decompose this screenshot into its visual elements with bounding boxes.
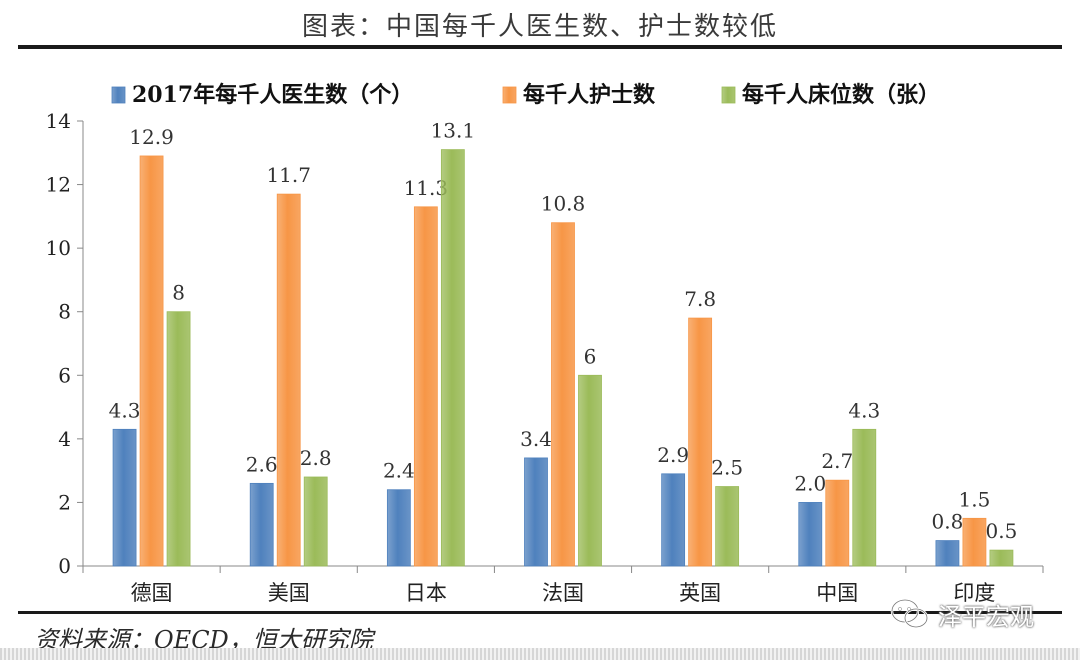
bar <box>440 149 465 567</box>
bar <box>852 428 877 567</box>
x-tick-label: 法国 <box>542 581 584 605</box>
wechat-icon <box>890 598 929 629</box>
bottom-strip <box>0 648 1080 660</box>
y-tick-label: 10 <box>46 236 71 260</box>
legend-swatch <box>111 86 126 104</box>
legend-label: 每千人护士数 <box>523 82 656 108</box>
bar <box>524 457 548 567</box>
y-tick-label: 6 <box>58 363 71 387</box>
data-label: 1.5 <box>959 487 991 511</box>
bar <box>715 486 740 567</box>
data-label: 3.4 <box>520 427 552 451</box>
source-rule <box>18 611 1062 614</box>
bar <box>688 317 713 567</box>
legend-label: 每千人床位数（张） <box>742 82 940 108</box>
data-label: 8 <box>172 281 185 305</box>
data-label: 0.8 <box>932 510 964 534</box>
data-label: 4.3 <box>848 398 880 422</box>
bar <box>249 482 274 567</box>
bar <box>276 193 301 567</box>
data-label: 11.3 <box>404 176 449 200</box>
watermark-text: 泽平宏观 <box>938 602 1034 631</box>
y-tick-label: 0 <box>58 554 71 578</box>
data-label: 2.9 <box>657 443 689 467</box>
data-label: 2.4 <box>383 459 415 483</box>
legend-swatch <box>502 86 517 104</box>
y-tick-label: 2 <box>58 490 71 514</box>
data-label: 0.5 <box>986 519 1018 543</box>
x-tick-label: 中国 <box>816 581 858 605</box>
bar <box>551 222 575 567</box>
data-label: 4.3 <box>109 398 141 422</box>
title-rule <box>18 45 1062 49</box>
data-label: 13.1 <box>431 119 476 143</box>
bar <box>935 540 960 567</box>
data-label: 2.5 <box>711 456 743 480</box>
x-tick-label: 日本 <box>405 581 447 605</box>
data-label: 11.7 <box>266 163 311 187</box>
legend-swatch <box>721 86 736 104</box>
legend-label: 2017年每千人医生数（个） <box>132 82 413 108</box>
bar <box>413 206 438 567</box>
page-title: 图表：中国每千人医生数、护士数较低 <box>301 12 778 42</box>
bar <box>166 311 191 567</box>
bar <box>989 549 1014 567</box>
bar-chart: 0 2 4 6 8 10 12 14 德国 美国 日本 法国 英国 中国 印度 4.3 2.6 2.4 3.4 2.9… <box>46 82 1044 605</box>
bar <box>962 517 987 567</box>
data-label: 7.8 <box>684 287 716 311</box>
data-label: 12.9 <box>129 125 174 149</box>
data-label: 2.8 <box>300 446 332 470</box>
x-tick-label: 美国 <box>268 581 310 605</box>
bar <box>139 155 164 567</box>
y-tick-label: 4 <box>58 427 71 451</box>
x-tick-label: 英国 <box>679 581 721 605</box>
y-tick-label: 8 <box>58 300 71 324</box>
watermark: 泽平宏观 <box>890 596 1034 632</box>
data-label: 2.0 <box>794 471 826 495</box>
data-label: 6 <box>584 344 597 368</box>
bar <box>798 502 823 567</box>
x-tick-label: 印度 <box>953 581 995 605</box>
data-label: 10.8 <box>541 192 586 216</box>
y-tick-label: 12 <box>46 173 71 197</box>
bar <box>386 489 411 567</box>
bar <box>112 428 137 567</box>
x-tick-label: 德国 <box>131 581 173 605</box>
bar <box>578 374 602 567</box>
bar <box>825 479 850 567</box>
data-label: 2.6 <box>246 452 278 476</box>
data-label: 2.7 <box>821 449 853 473</box>
y-tick-label: 14 <box>46 109 71 133</box>
bar <box>303 476 328 567</box>
bar <box>661 473 686 567</box>
